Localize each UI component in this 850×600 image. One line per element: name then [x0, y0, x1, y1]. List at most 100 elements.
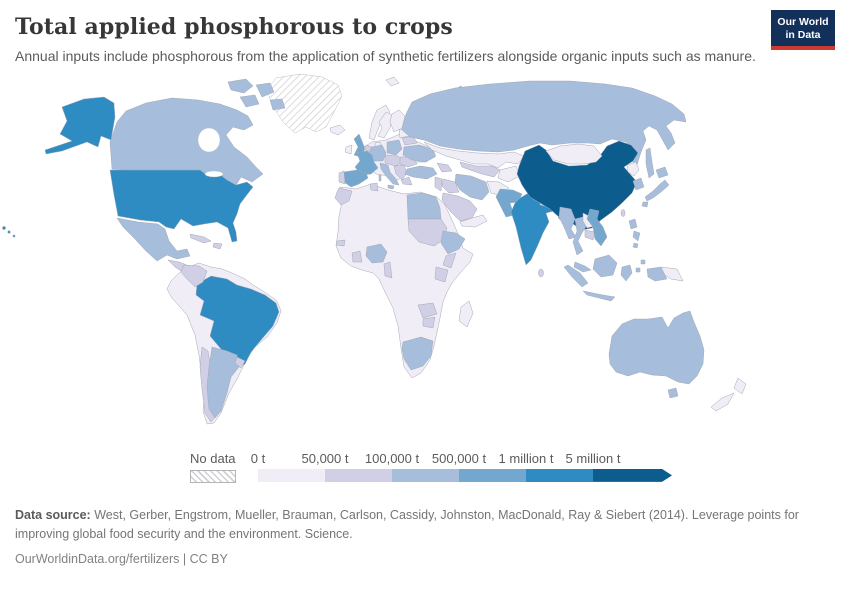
world-map-container [0, 70, 850, 444]
legend-tick-label: 0 t [250, 450, 266, 466]
legend-color-scale: 0 t 50,000 t 100,000 t 500,000 t 1 million t… [251, 450, 678, 482]
legend-segment[interactable] [392, 468, 459, 482]
country-mongolia[interactable] [545, 143, 603, 165]
chart-subtitle: Annual inputs include phosphorous from t… [15, 48, 756, 64]
country-senegal[interactable] [335, 239, 346, 247]
great-lakes [204, 170, 224, 178]
country-russia[interactable] [401, 80, 687, 166]
country-cambodia[interactable] [584, 229, 596, 241]
owid-license-link[interactable]: OurWorldinData.org/fertilizers | CC BY [15, 552, 228, 567]
country-russia-sakhalin[interactable] [645, 147, 655, 179]
country-egypt[interactable] [406, 192, 442, 220]
legend-tick-label: 5 million t [565, 450, 621, 466]
legend-tick-label: 500,000 t [431, 450, 487, 466]
country-iceland[interactable] [329, 124, 346, 136]
country-new-zealand[interactable] [710, 377, 747, 412]
legend-segment[interactable] [325, 468, 392, 482]
country-cameroon[interactable] [383, 261, 393, 279]
map-legend: No data 0 t 50,000 t 100,000 t 500,000 t 1 m… [0, 450, 850, 492]
owid-logo-line1: Our World [777, 16, 829, 28]
country-france[interactable] [354, 150, 379, 176]
country-sudan[interactable] [407, 218, 448, 247]
country-pakistan[interactable] [495, 188, 523, 218]
country-australia[interactable] [608, 310, 705, 385]
country-papua-new-guinea[interactable] [660, 266, 684, 282]
country-argentina[interactable] [206, 346, 240, 419]
region-kyrgyzstan-tajikistan[interactable] [497, 165, 521, 183]
legend-tick-labels: 0 t 50,000 t 100,000 t 500,000 t 1 million t… [251, 450, 678, 469]
region-benelux[interactable] [363, 144, 373, 153]
legend-segment[interactable] [593, 469, 672, 482]
country-australia-tasmania[interactable] [667, 387, 679, 399]
country-united-states[interactable] [109, 169, 254, 243]
region-caucasus[interactable] [436, 162, 453, 173]
country-brazil[interactable] [195, 275, 280, 369]
country-sri-lanka[interactable] [538, 268, 544, 278]
country-indonesia[interactable] [563, 254, 668, 302]
country-finland[interactable] [389, 109, 406, 133]
country-italy[interactable] [378, 162, 400, 190]
country-cuba[interactable] [189, 233, 212, 244]
legend-no-data-label: No data [190, 450, 236, 466]
country-colombia[interactable] [180, 264, 208, 288]
hudson-bay [197, 127, 221, 153]
region-yemen-oman[interactable] [459, 214, 488, 228]
country-north-korea[interactable] [626, 161, 640, 177]
legend-tick-label: 50,000 t [301, 450, 349, 466]
country-tunisia[interactable] [369, 182, 379, 192]
country-usa-alaska[interactable] [44, 96, 116, 155]
legend-bar [258, 468, 678, 482]
legend-segment[interactable] [526, 468, 593, 482]
country-ireland[interactable] [344, 144, 353, 155]
country-usa-hawaii[interactable] [2, 226, 16, 238]
country-philippines[interactable] [628, 218, 641, 249]
country-japan[interactable] [641, 166, 670, 208]
country-turkey[interactable] [404, 165, 438, 180]
region-balkans[interactable] [393, 164, 408, 181]
chart-footer: Data source: West, Gerber, Engstrom, Mue… [15, 506, 835, 569]
legend-no-data-group: No data [190, 451, 236, 483]
country-zimbabwe[interactable] [422, 316, 436, 329]
owid-logo[interactable]: Our World in Data [771, 10, 835, 51]
region-central-asia[interactable] [459, 161, 501, 178]
country-ghana[interactable] [351, 250, 363, 263]
region-levant[interactable] [434, 176, 443, 192]
country-morocco[interactable] [334, 187, 353, 206]
country-nigeria[interactable] [365, 243, 388, 264]
country-ukraine[interactable] [402, 144, 436, 163]
country-spain[interactable] [341, 169, 369, 188]
country-south-korea[interactable] [632, 177, 645, 191]
owid-logo-line2: in Data [785, 29, 821, 42]
country-tanzania[interactable] [434, 266, 449, 283]
legend-tick-label: 100,000 t [364, 450, 420, 466]
page-title: Total applied phosphorous to crops [15, 14, 453, 40]
country-iraq[interactable] [441, 178, 460, 194]
country-madagascar[interactable] [458, 300, 474, 328]
world-choropleth-map [2, 73, 747, 425]
country-hispaniola[interactable] [212, 242, 223, 250]
legend-segment[interactable] [258, 468, 325, 482]
country-portugal[interactable] [338, 170, 346, 185]
country-uruguay[interactable] [234, 356, 246, 369]
country-vietnam[interactable] [586, 208, 608, 247]
country-sweden[interactable] [377, 111, 393, 139]
country-kenya[interactable] [442, 252, 457, 269]
country-svalbard[interactable] [385, 76, 400, 87]
country-zambia[interactable] [417, 302, 438, 319]
chart-header: Total applied phosphorous to crops Annua… [0, 0, 850, 66]
legend-no-data-swatch[interactable] [190, 469, 236, 483]
country-south-africa[interactable] [401, 336, 434, 371]
country-canada-arctic-islands[interactable] [227, 78, 286, 111]
country-iran[interactable] [454, 173, 490, 201]
legend-segment[interactable] [459, 468, 526, 482]
country-china[interactable] [516, 140, 639, 231]
country-kazakhstan[interactable] [423, 141, 525, 169]
country-mexico[interactable] [116, 217, 191, 262]
country-greece[interactable] [400, 176, 413, 186]
country-taiwan[interactable] [620, 209, 626, 217]
country-poland[interactable] [386, 139, 403, 156]
country-malaysia[interactable] [573, 261, 592, 273]
country-ethiopia[interactable] [440, 230, 466, 255]
data-source-note: Data source: West, Gerber, Engstrom, Mue… [15, 506, 815, 544]
